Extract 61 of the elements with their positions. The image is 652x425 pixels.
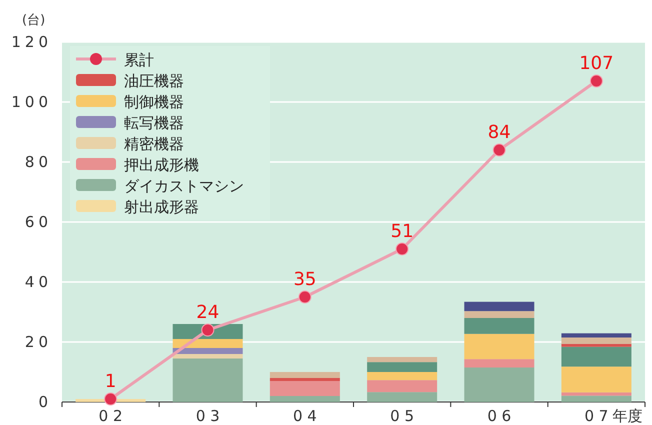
bar: [270, 396, 340, 402]
point: [396, 242, 409, 256]
bar: [367, 372, 438, 380]
x-tick-label: 0 3: [196, 407, 220, 425]
bar: [270, 378, 340, 381]
y-tick-label: 40: [24, 273, 52, 291]
y-tick-label: 0: [38, 393, 52, 411]
bar: [270, 372, 340, 378]
data-label: 35: [293, 269, 316, 290]
point: [492, 144, 506, 156]
bar: [172, 339, 243, 348]
bar: [367, 380, 438, 392]
data-label: 51: [390, 221, 414, 242]
data-label: 24: [196, 302, 220, 323]
x-tick-label: 0 6: [487, 407, 512, 425]
bar: [464, 311, 534, 318]
point: [590, 74, 603, 88]
point: [298, 290, 312, 304]
legend-label: 制御機器: [124, 93, 184, 111]
legend-label: 射出成形器: [124, 198, 199, 216]
legend-label: 油圧機器: [124, 72, 184, 90]
bar: [561, 346, 632, 367]
x-axis-title: 年度: [612, 407, 642, 425]
bar: [561, 396, 632, 402]
bar: [464, 302, 534, 312]
y-tick-label: 60: [24, 213, 52, 231]
y-tick-label: 100: [11, 93, 52, 111]
data-label: 84: [488, 122, 511, 143]
bar: [464, 334, 534, 360]
x-tick-label: 0 2: [98, 407, 123, 425]
bar: [367, 362, 438, 372]
bar: [270, 381, 340, 396]
bar: [464, 368, 534, 402]
bar: [172, 354, 243, 358]
bar: [561, 338, 632, 344]
bar: [464, 318, 534, 334]
bar: [172, 348, 243, 354]
bar: [172, 358, 243, 402]
bar: [464, 359, 534, 368]
x-tick-label: 0 4: [292, 407, 317, 425]
legend-label: 累計: [124, 51, 154, 69]
data-label: 1: [104, 371, 116, 392]
bar: [561, 333, 632, 338]
legend-label: 転写機器: [124, 114, 184, 132]
x-tick-label: 0 7: [584, 407, 608, 425]
y-tick-label: 20: [24, 333, 52, 351]
point: [104, 392, 118, 406]
y-tick-label: 80: [24, 153, 52, 171]
y-axis-title: (台): [22, 13, 46, 28]
bar: [561, 344, 632, 347]
y-tick-label: 120: [11, 33, 52, 51]
x-tick-label: 0 5: [390, 407, 414, 425]
legend-label: ダイカストマシン: [124, 177, 244, 195]
data-label: 107: [579, 53, 614, 74]
bar: [367, 357, 438, 362]
bar: [561, 392, 632, 396]
bar: [367, 392, 438, 402]
legend-label: 精密機器: [124, 135, 184, 153]
point: [201, 324, 214, 336]
legend-label: 押出成形機: [124, 156, 199, 174]
bar: [561, 366, 632, 392]
